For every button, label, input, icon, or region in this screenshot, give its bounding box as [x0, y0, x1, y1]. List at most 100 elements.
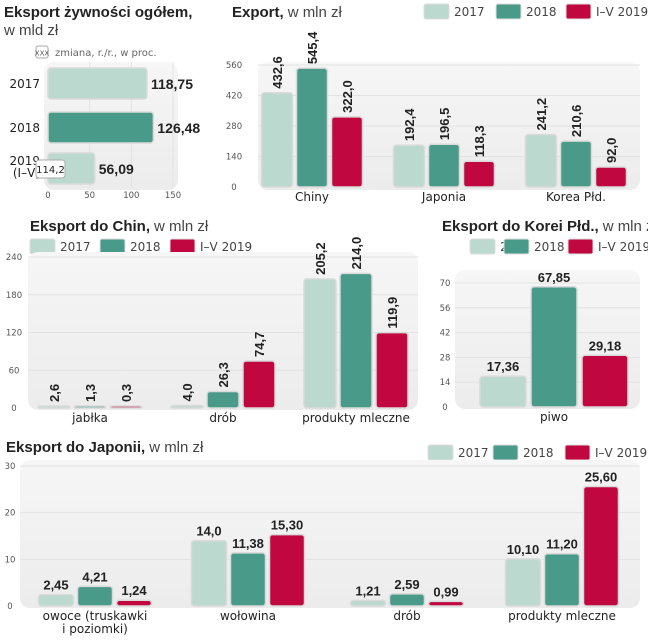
value-label: 2,45: [43, 578, 68, 593]
bar-drób-1: [388, 593, 426, 607]
change-label: 114,2: [36, 165, 65, 176]
bar-produkty-2: [582, 485, 620, 607]
legend-item-1: 2018: [503, 238, 565, 255]
y-tick-label: 240: [6, 253, 22, 263]
title-unit: w mln zł: [153, 218, 209, 235]
value-label: 545,4: [305, 31, 320, 64]
title-unit: w mln zł: [287, 4, 343, 21]
legend-item-0: 2017: [427, 444, 489, 461]
y-tick-label: 20: [5, 509, 16, 519]
chart-0: XXX zmiana, r./r., w proc. 0 50 100 150 118,75…: [9, 45, 200, 201]
category-label: wołowina: [220, 609, 276, 623]
value-label: 26,3: [216, 362, 231, 387]
category-label: 2019: [9, 154, 40, 168]
bar-drób-0: [349, 599, 387, 607]
bar-owoce-1: [76, 585, 114, 607]
value-label: 29,18: [589, 338, 622, 353]
value-label: 241,2: [534, 98, 549, 131]
plot-panel: [20, 460, 640, 608]
y-tick-label: 14: [440, 378, 451, 388]
legend-label: 2018: [534, 240, 565, 254]
chart-title: Export, w mln zł: [232, 4, 343, 21]
legend-item-2: I–V 2019: [565, 3, 648, 20]
y-tick-label: 560: [226, 61, 242, 71]
y-tick-label: 280: [226, 122, 242, 132]
y-tick-label: 60: [9, 366, 20, 376]
value-label: 17,36: [487, 359, 520, 374]
legend-swatch: [469, 238, 496, 255]
value-label: 0,3: [119, 384, 134, 402]
legend-label: I–V 2019: [598, 240, 648, 254]
value-label: 432,6: [270, 56, 285, 89]
bar-Japonia-2: [462, 160, 496, 188]
title-unit: w mln zł: [148, 439, 204, 456]
x-tick-label: 150: [165, 191, 181, 201]
bar-jabłka-0: [37, 405, 71, 409]
x-tick-label: 100: [123, 191, 139, 201]
title-unit: w mln zł: [602, 218, 648, 235]
value-label: 14,0: [196, 524, 221, 539]
value-label: 1,24: [121, 583, 147, 598]
x-tick-label: 0: [45, 191, 50, 201]
legend-swatch: [567, 238, 594, 255]
value-label: 118,3: [472, 125, 487, 157]
y-tick-label: 0: [442, 403, 447, 413]
bar-wołowina-1: [229, 552, 267, 607]
legend-swatch: [99, 238, 126, 255]
category-label: produkty mleczne: [302, 411, 410, 425]
change-box: [35, 159, 66, 179]
bar-owoce-2: [115, 599, 153, 607]
chart-1: 0 140 280 420 560 Chiny 432,6 545,4 322,0 Japonia…: [226, 31, 640, 204]
category-label: (I–V): [13, 166, 40, 180]
bar-Korea-2: [594, 166, 628, 188]
legend-label: 2017: [60, 240, 91, 254]
category-label: drób: [209, 411, 236, 425]
value-label: 56,09: [99, 161, 134, 177]
legend-swatch: [503, 238, 530, 255]
legend-label: I–V 2019: [200, 240, 252, 254]
value-label: 92,0: [604, 138, 619, 163]
note-box: [35, 45, 49, 59]
title-bold: Eksport do Korei Płd.,: [442, 218, 599, 235]
legend-item-0: 2017: [29, 238, 91, 255]
y-tick-label: 140: [226, 153, 242, 163]
value-label: 205,2: [313, 242, 328, 275]
y-tick-label: 0: [11, 404, 16, 414]
value-label: 74,7: [252, 332, 267, 357]
legend-label: I–V 2019: [596, 5, 648, 19]
chart-2: 0 60 120 180 240 jabłka 2,6 1,3 0,3 drób 4,0 26,3 74…: [6, 237, 418, 425]
category-label: Korea Płd.: [546, 190, 606, 204]
legend-label: 2017: [454, 5, 485, 19]
bar-Japonia-0: [392, 144, 426, 188]
legend-swatch: [423, 3, 450, 20]
value-label: 126,48: [157, 120, 200, 136]
y-tick-label: 0: [7, 602, 12, 612]
title-bold: Eksport do Japonii,: [6, 439, 145, 456]
value-label: 2,6: [47, 384, 62, 402]
category-label: produkty mleczne: [508, 609, 616, 623]
legend-item-1: 2018: [495, 3, 557, 20]
category-label: 2017: [9, 77, 40, 91]
legend-swatch: [565, 3, 592, 20]
chart-3: 0 14 28 42 56 70 piwo 17,36 67,85 29,18: [440, 270, 640, 424]
bar-Chiny-1: [295, 67, 329, 188]
bar-Korea-0: [524, 133, 558, 188]
y-tick-label: 10: [5, 555, 16, 565]
bar-wołowina-2: [268, 533, 306, 607]
value-label: 119,9: [385, 297, 400, 329]
bar-1: [47, 111, 155, 144]
value-label: 1,3: [83, 384, 98, 402]
category-label: i poziomki): [62, 622, 128, 636]
title-bold: Eksport do Chin,: [30, 218, 150, 235]
bar-produkty-2: [375, 331, 409, 409]
value-label: 210,6: [569, 105, 584, 138]
y-tick-label: 120: [6, 329, 22, 339]
legend-item-1: 2018: [99, 238, 161, 255]
legend-swatch: [29, 238, 56, 255]
legend-item-2: I–V 2019: [564, 444, 647, 461]
y-tick-label: 30: [5, 462, 16, 472]
bar-0: [47, 67, 148, 100]
category-label: Japonia: [421, 190, 466, 204]
